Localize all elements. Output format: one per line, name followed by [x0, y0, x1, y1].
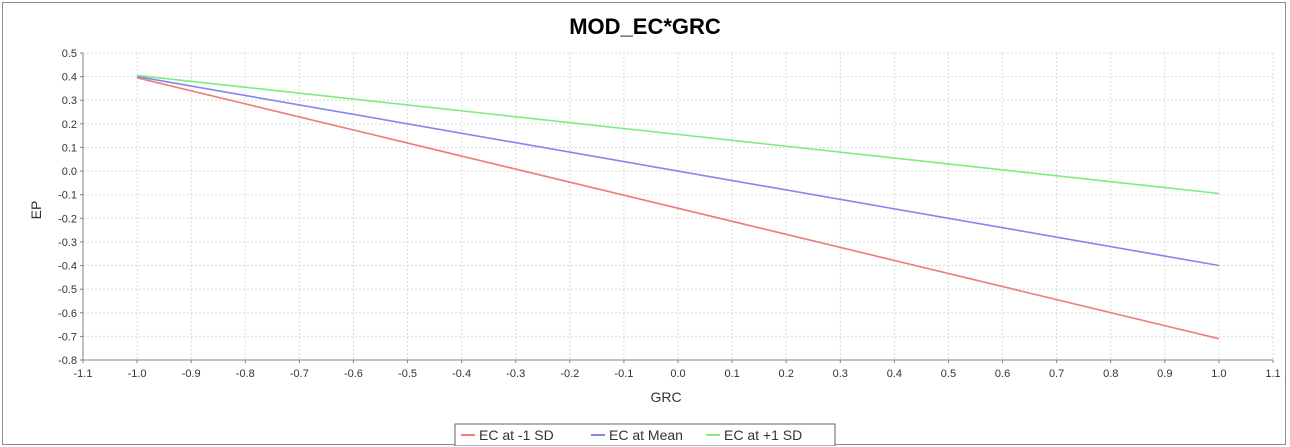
x-tick-label: -0.3	[506, 368, 525, 380]
x-tick-label: 1.0	[1211, 368, 1226, 380]
x-tick-label: -1.1	[74, 368, 93, 380]
y-tick-label: -0.5	[58, 284, 77, 296]
chart-title: MOD_EC*GRC	[569, 14, 721, 39]
x-tick-label: 0.2	[779, 368, 794, 380]
y-tick-label: 0.4	[62, 72, 77, 84]
x-tick-label: -0.6	[344, 368, 363, 380]
y-axis-label: EP	[28, 201, 44, 220]
y-tick-label: -0.6	[58, 308, 77, 320]
y-tick-labels: 0.5 0.4 0.3 0.2 0.1 0.0 -0.1 -0.2 -0.3 -0.4 -0.5 -0…	[58, 48, 83, 367]
x-tick-label: -0.4	[452, 368, 471, 380]
x-tick-label: -0.5	[398, 368, 417, 380]
series-line-3	[137, 74, 1219, 195]
x-tick-label: -0.1	[614, 368, 633, 380]
series-line-2	[136, 75, 1220, 267]
y-tick-label: -0.8	[58, 355, 77, 367]
y-tick-label: -0.2	[58, 213, 77, 225]
series-lines	[136, 74, 1220, 340]
y-tick-label: 0.3	[62, 95, 77, 107]
legend-item-label: EC at -1 SD	[479, 427, 554, 443]
x-tick-label: 0.3	[833, 368, 848, 380]
x-tick-label: 0.8	[1103, 368, 1118, 380]
x-axis-label: GRC	[650, 389, 681, 405]
x-tick-label: -0.2	[560, 368, 579, 380]
y-tick-label: -0.1	[58, 190, 77, 202]
x-tick-label: 0.9	[1157, 368, 1172, 380]
x-tick-label: -0.9	[182, 368, 201, 380]
legend: EC at -1 SD EC at Mean EC at +1 SD	[454, 423, 836, 446]
x-tick-label: 0.4	[887, 368, 902, 380]
y-tick-label: 0.2	[62, 119, 77, 131]
x-tick-label: 0.7	[1049, 368, 1064, 380]
x-tick-label: -1.0	[128, 368, 147, 380]
y-tick-label: -0.7	[58, 331, 77, 343]
line-chart: MOD_EC*GRC -1.1 -1.0 -0.9 -0.8 -0.7 -0.6 -0.5-…	[28, 14, 1281, 446]
y-tick-label: -0.4	[58, 261, 77, 273]
y-tick-label: -0.3	[58, 237, 77, 249]
y-tick-label: 0.0	[62, 166, 77, 178]
x-tick-label: -0.8	[236, 368, 255, 380]
x-tick-label: -0.7	[290, 368, 309, 380]
x-tick-label: 0.5	[941, 368, 956, 380]
legend-item-label: EC at Mean	[609, 427, 683, 443]
legend-box	[454, 423, 836, 446]
legend-item-label: EC at +1 SD	[724, 427, 802, 443]
x-tick-labels: -1.1 -1.0 -0.9 -0.8 -0.7 -0.6 -0.5 -0.4 -0.3 -0.2…	[74, 360, 1281, 380]
x-tick-label: 0.6	[995, 368, 1010, 380]
x-tick-label: 1.1	[1265, 368, 1280, 380]
series-line-1	[136, 77, 1220, 340]
y-tick-label: 0.1	[62, 142, 77, 154]
x-tick-label: 0.1	[724, 368, 739, 380]
x-tick-label: 0.0	[670, 368, 685, 380]
y-tick-label: 0.5	[62, 48, 77, 60]
